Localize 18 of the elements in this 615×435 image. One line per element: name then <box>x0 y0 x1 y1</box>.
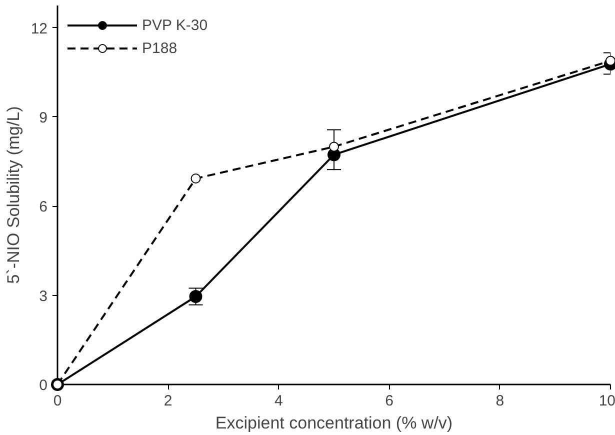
legend-label: PVP K-30 <box>142 16 208 34</box>
legend-label: P188 <box>142 40 178 56</box>
x-tick-label: 8 <box>496 392 504 410</box>
point <box>329 142 339 152</box>
x-tick-label: 2 <box>164 392 172 410</box>
x-tick-label: 4 <box>274 392 283 410</box>
point <box>606 56 615 66</box>
y-axis-title: 5`-NIO Solubility (mg/L) <box>4 106 23 284</box>
y-tick-label: 12 <box>30 20 48 38</box>
y-tick-label: 6 <box>39 198 48 216</box>
y-tick-label: 0 <box>39 377 48 394</box>
x-tick-label: 10 <box>598 392 615 410</box>
y-tick-label: 3 <box>39 288 48 305</box>
x-axis-title: Excipient concentration (% w/v) <box>215 414 453 432</box>
x-tick-label: 6 <box>385 392 394 410</box>
x-tick-label: 0 <box>53 392 62 410</box>
point <box>190 174 201 184</box>
y-tick-label: 9 <box>39 109 48 126</box>
